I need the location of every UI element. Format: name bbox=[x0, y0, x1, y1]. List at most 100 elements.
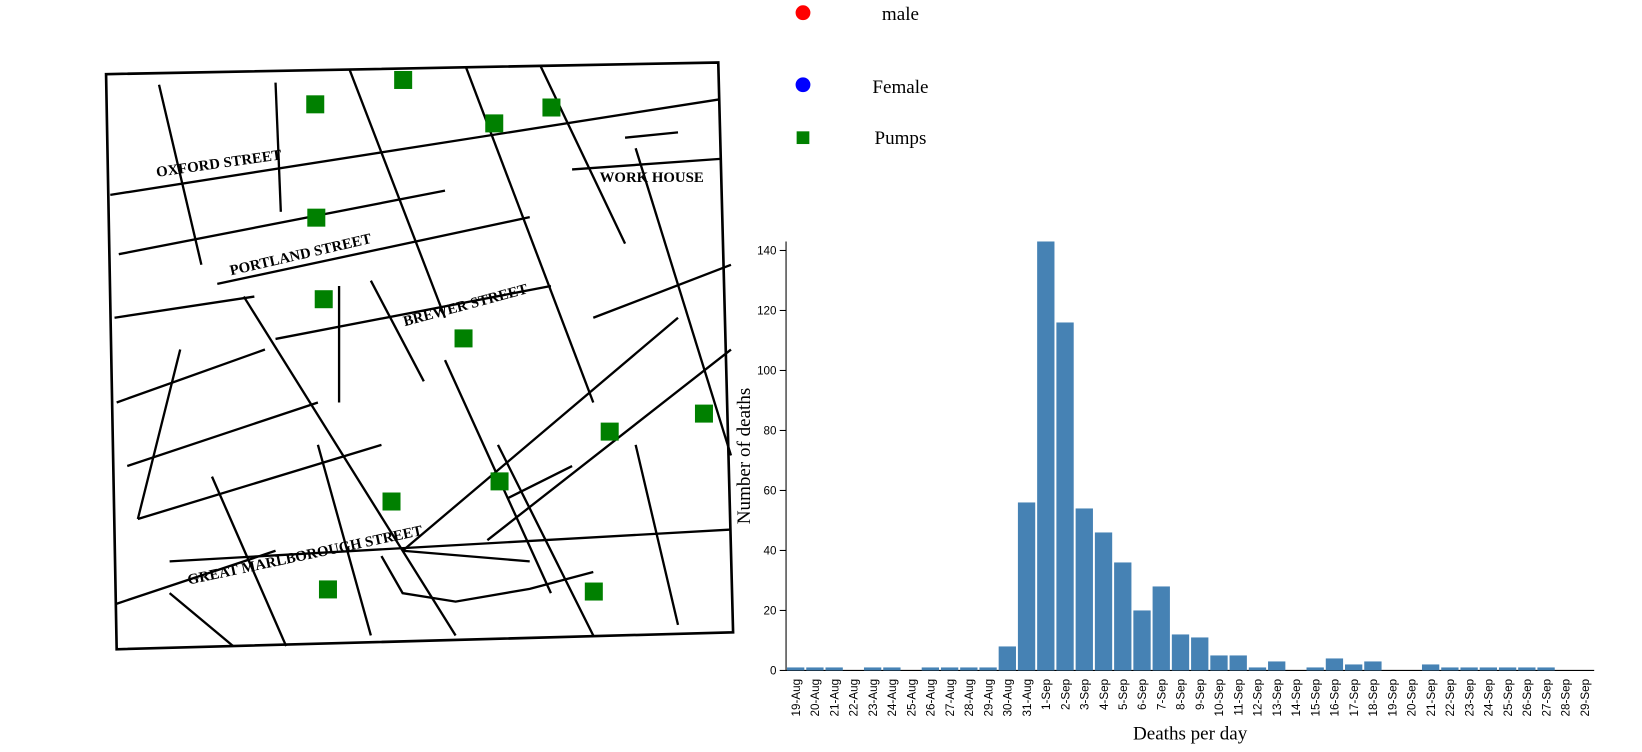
pump bbox=[314, 290, 333, 309]
pump bbox=[694, 404, 713, 423]
x-tick-label: 17-Sep bbox=[1348, 679, 1361, 717]
pump bbox=[490, 472, 509, 491]
x-tick-label: 18-Sep bbox=[1367, 679, 1380, 717]
bar bbox=[863, 667, 882, 671]
legend-swatch bbox=[796, 131, 810, 145]
x-tick-label: 12-Sep bbox=[1252, 679, 1265, 717]
x-tick-label: 22-Aug bbox=[848, 679, 861, 717]
x-tick-label: 31-Aug bbox=[1021, 679, 1034, 717]
map-frame bbox=[104, 61, 735, 651]
x-tick-label: 7-Sep bbox=[1155, 679, 1168, 710]
pump bbox=[382, 492, 401, 511]
legend-label: male bbox=[882, 4, 919, 25]
x-tick-label: 6-Sep bbox=[1136, 679, 1149, 710]
x-tick-label: 1-Sep bbox=[1040, 679, 1053, 710]
bar bbox=[1306, 667, 1324, 671]
x-tick-label: 27-Sep bbox=[1540, 679, 1553, 717]
x-tick-label: 25-Aug bbox=[905, 679, 918, 717]
x-tick-label: 19-Aug bbox=[790, 679, 803, 717]
y-tick-label: 0 bbox=[770, 665, 777, 678]
x-tick-label: 13-Sep bbox=[1271, 679, 1284, 717]
bar bbox=[1498, 667, 1517, 671]
legend-label: Female bbox=[872, 77, 928, 98]
pump bbox=[542, 98, 561, 117]
x-tick-label: 27-Aug bbox=[944, 679, 957, 717]
x-tick-label: 21-Aug bbox=[828, 679, 841, 717]
bar bbox=[1537, 667, 1555, 671]
y-tick-label: 80 bbox=[764, 425, 777, 438]
y-tick-label: 100 bbox=[757, 365, 777, 378]
bar bbox=[1441, 667, 1459, 671]
bar bbox=[883, 667, 901, 671]
y-tick-label: 120 bbox=[757, 305, 777, 318]
bar bbox=[1210, 655, 1228, 671]
x-tick-label: 14-Sep bbox=[1290, 679, 1303, 717]
x-tick-label: 8-Sep bbox=[1175, 679, 1188, 710]
x-tick-label: 22-Sep bbox=[1444, 679, 1457, 717]
x-axis-label: Deaths per day bbox=[1133, 723, 1248, 744]
legend-label: Pumps bbox=[874, 128, 926, 149]
street-labels: OXFORD STREET PORTLAND STREET BREWER STR… bbox=[155, 147, 704, 588]
bar bbox=[1191, 637, 1209, 671]
x-tick-label: 29-Aug bbox=[982, 679, 995, 717]
x-tick-label: 28-Sep bbox=[1560, 679, 1573, 717]
bar bbox=[1345, 664, 1363, 671]
y-tick-label: 60 bbox=[764, 485, 777, 498]
y-tick-label: 20 bbox=[764, 605, 777, 618]
x-tick-label: 28-Aug bbox=[963, 679, 976, 717]
x-tick-label: 23-Sep bbox=[1463, 679, 1476, 717]
pump bbox=[584, 582, 603, 601]
x-tick-label: 4-Sep bbox=[1098, 679, 1111, 710]
y-tick-label: 140 bbox=[757, 245, 777, 258]
street-label: BREWER STREET bbox=[402, 281, 530, 330]
x-tick-label: 2-Sep bbox=[1059, 679, 1072, 710]
street-label: GREAT MARLBOROUGH STREET bbox=[186, 523, 424, 589]
legend: male Female Pumps bbox=[795, 4, 928, 149]
bar bbox=[960, 667, 978, 671]
bar bbox=[1133, 610, 1151, 671]
pump bbox=[307, 208, 326, 227]
bar bbox=[921, 667, 940, 671]
bar bbox=[1325, 658, 1344, 671]
street-label: WORK HOUSE bbox=[600, 170, 704, 186]
bar bbox=[1075, 508, 1093, 671]
bar bbox=[825, 667, 843, 671]
bar bbox=[1037, 241, 1055, 671]
bar bbox=[787, 667, 805, 671]
x-tick-label: 11-Sep bbox=[1232, 679, 1245, 716]
x-tick-label: 19-Sep bbox=[1386, 679, 1399, 717]
x-tick-label: 24-Aug bbox=[886, 679, 899, 717]
pump bbox=[318, 580, 337, 599]
bar bbox=[1229, 655, 1247, 671]
bar bbox=[1268, 661, 1286, 671]
bar bbox=[1460, 667, 1478, 671]
pumps bbox=[306, 70, 713, 601]
x-tick-label: 24-Sep bbox=[1483, 679, 1496, 717]
x-tick-label: 9-Sep bbox=[1194, 679, 1207, 710]
x-tick-label: 20-Aug bbox=[809, 679, 822, 717]
x-tick-label: 29-Sep bbox=[1579, 679, 1592, 717]
bar bbox=[1056, 322, 1074, 671]
bar bbox=[940, 667, 959, 671]
bar-chart: 0 20 40 60 80 100 120 140 19-Aug 20-Aug 21-Aug 22-A… bbox=[734, 241, 1595, 744]
pump bbox=[485, 114, 504, 133]
pump bbox=[306, 95, 325, 114]
x-tick-label: 10-Sep bbox=[1213, 679, 1226, 717]
pump bbox=[600, 422, 619, 441]
pump bbox=[454, 329, 473, 348]
bar bbox=[1518, 667, 1536, 671]
x-tick-label: 15-Sep bbox=[1309, 679, 1322, 717]
legend-swatch bbox=[795, 77, 811, 93]
bar bbox=[1152, 586, 1170, 671]
y-tick-label: 40 bbox=[764, 545, 777, 558]
bar bbox=[806, 667, 824, 671]
y-axis-label: Number of deaths bbox=[734, 388, 755, 524]
bar bbox=[1421, 664, 1440, 671]
bar bbox=[979, 667, 997, 671]
bar bbox=[1094, 532, 1113, 671]
bar bbox=[998, 646, 1016, 671]
x-tick-label: 26-Aug bbox=[925, 679, 938, 717]
bar bbox=[1114, 562, 1132, 671]
x-tick-label: 5-Sep bbox=[1117, 679, 1130, 710]
